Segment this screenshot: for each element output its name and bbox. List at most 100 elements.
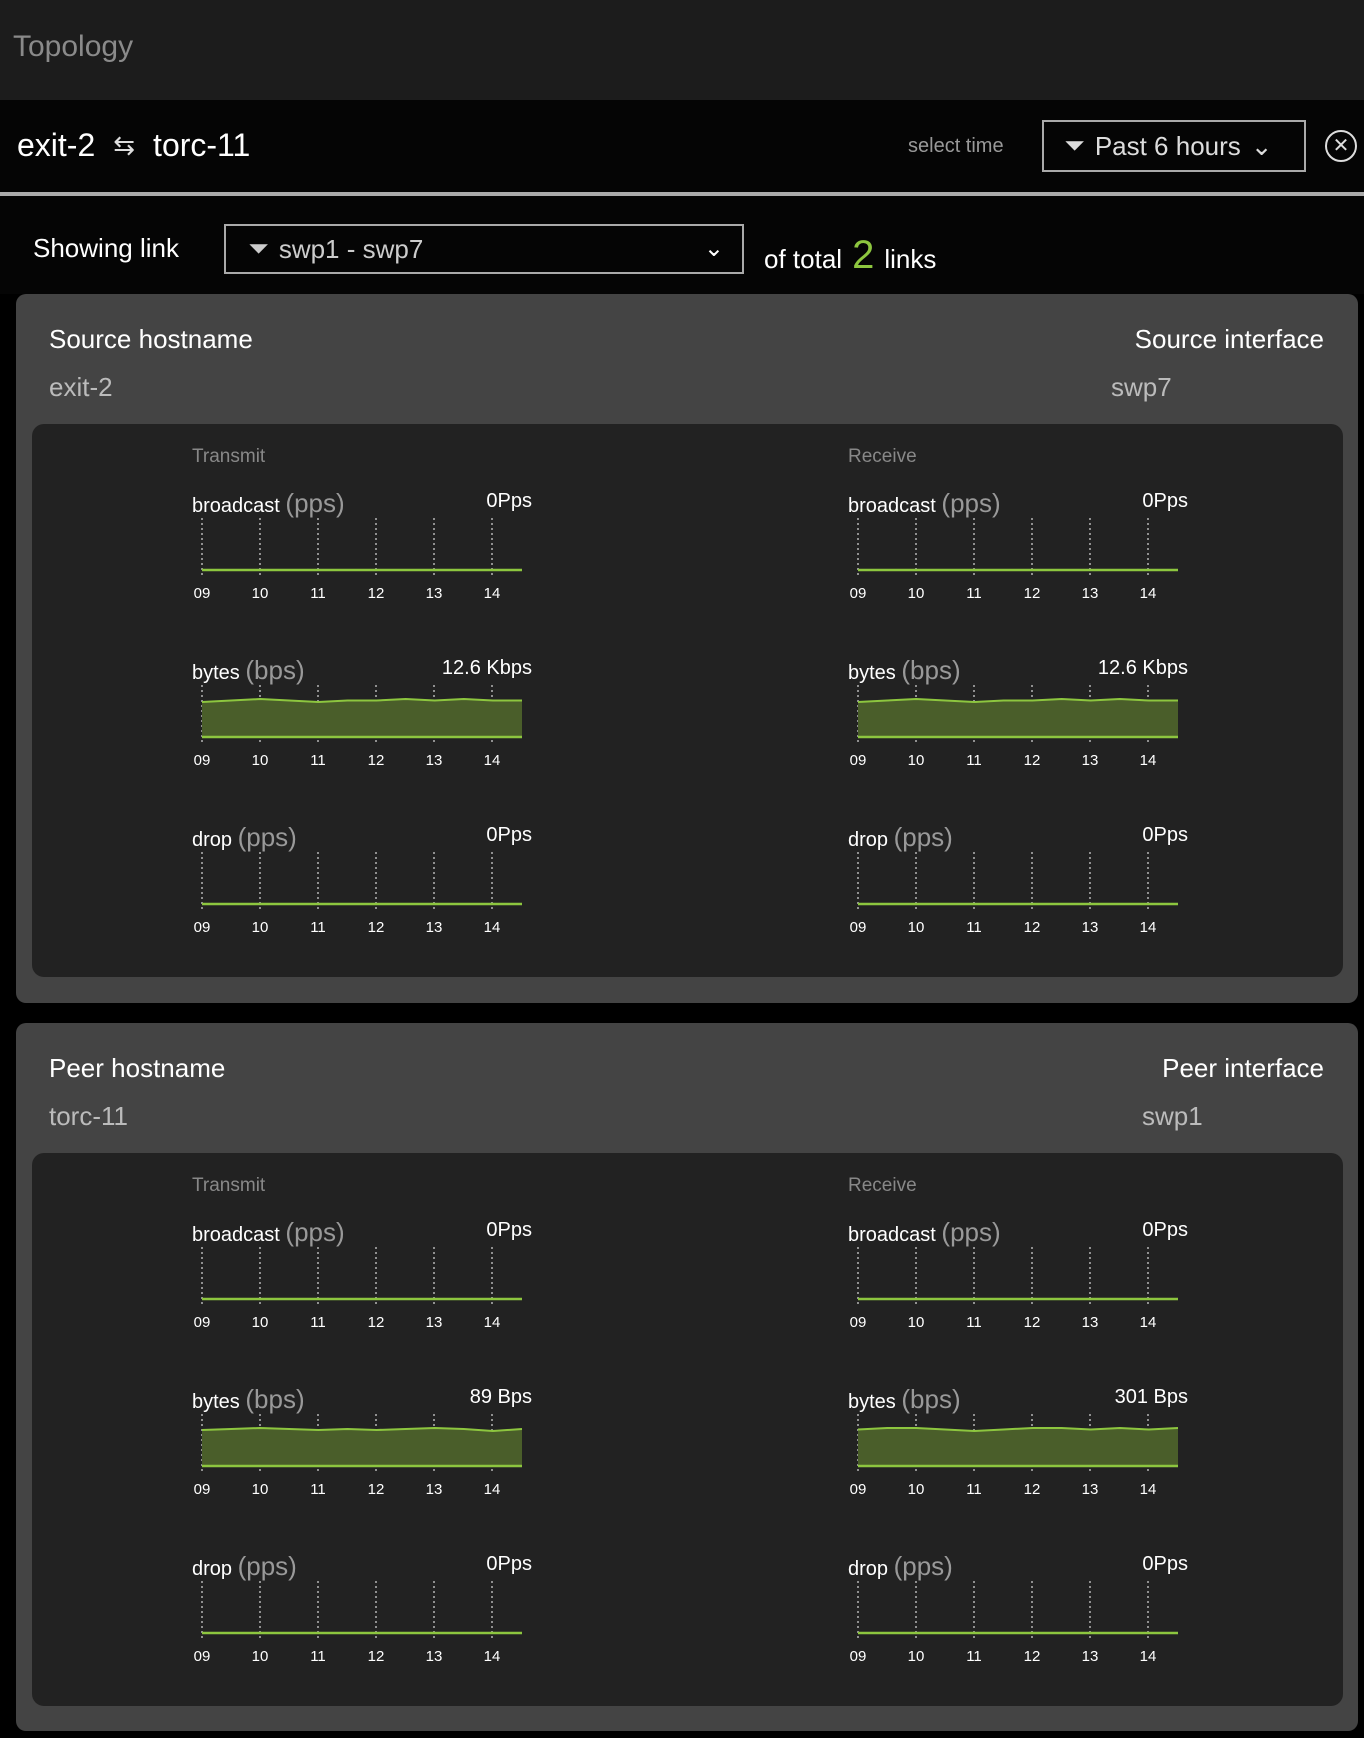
metric-unit: (bps): [245, 655, 305, 685]
x-tick-label: 11: [966, 1648, 982, 1665]
x-tick-label: 10: [252, 1481, 269, 1498]
x-tick-label: 13: [426, 1648, 443, 1665]
metrics-panel: Transmit broadcast (pps) 0Pps 09 10 11 12 13 14 b…: [32, 1153, 1343, 1706]
swap-arrows-icon: ⇆: [113, 130, 136, 160]
area-fill: [858, 1428, 1178, 1466]
metric-label: drop: [848, 829, 889, 851]
x-tick-label: 14: [484, 1314, 501, 1331]
metric-value: 0Pps: [1142, 1553, 1188, 1575]
metric-unit: (bps): [901, 1384, 961, 1414]
x-tick-label: 13: [1082, 1648, 1099, 1665]
series-line: [201, 1426, 523, 1433]
metric-value: 89 Bps: [469, 1386, 532, 1408]
metric-broadcast: broadcast (pps) 0Pps 09 10 11 12 13 14: [848, 488, 1188, 628]
metric-unit: (pps): [941, 1217, 1001, 1247]
x-tick-label: 10: [908, 1481, 925, 1498]
hostname-value: torc-11: [49, 1101, 128, 1131]
x-tick-label: 09: [194, 919, 211, 936]
hostname-label: Peer hostname: [49, 1053, 226, 1083]
x-tick-label: 11: [310, 585, 326, 602]
metric-name: broadcast (pps): [192, 488, 345, 519]
filter-icon: ⏷: [1064, 130, 1085, 160]
x-tick-label: 13: [1082, 1481, 1099, 1498]
x-tick-label: 09: [194, 1481, 211, 1498]
metric-name: drop (pps): [192, 822, 297, 853]
metric-value: 0Pps: [486, 1553, 532, 1575]
metric-unit: (pps): [237, 1551, 297, 1581]
close-button[interactable]: ✕: [1325, 130, 1357, 162]
links-label: links: [884, 244, 937, 274]
hostname-label: Source hostname: [49, 324, 253, 354]
metric-bytes: bytes (bps) 89 Bps 09 10 11 12 13 14: [192, 1384, 532, 1524]
area-fill: [202, 699, 522, 737]
x-tick-label: 14: [1140, 585, 1157, 602]
metric-label: bytes: [192, 1391, 240, 1413]
app-title: Topology: [13, 30, 134, 63]
x-tick-label: 14: [484, 1648, 501, 1665]
metric-chart: 09 10 11 12 13 14: [194, 1247, 522, 1331]
receive-column: Receive broadcast (pps) 0Pps 09 10 11 12 13 14 by…: [848, 1153, 1188, 1706]
x-tick-label: 13: [1082, 585, 1099, 602]
metric-value: 0Pps: [1142, 490, 1188, 512]
metric-label: broadcast: [848, 1224, 936, 1246]
x-tick-label: 14: [1140, 752, 1157, 769]
metric-unit: (pps): [893, 822, 953, 852]
x-tick-label: 12: [368, 919, 385, 936]
x-tick-label: 13: [426, 585, 443, 602]
receive-column: Receive broadcast (pps) 0Pps 09 10 11 12 13 14 by…: [848, 424, 1188, 977]
x-tick-label: 09: [850, 752, 867, 769]
interface-value: swp1: [1142, 1101, 1203, 1131]
metric-name: bytes (bps): [192, 655, 305, 686]
x-tick-label: 10: [252, 752, 269, 769]
x-tick-label: 14: [484, 919, 501, 936]
metric-bytes: bytes (bps) 12.6 Kbps 09 10 11 12 13 14: [192, 655, 532, 795]
metric-name: bytes (bps): [192, 1384, 305, 1415]
metric-label: drop: [192, 829, 233, 851]
x-tick-label: 10: [252, 919, 269, 936]
x-tick-label: 14: [1140, 919, 1157, 936]
x-tick-label: 12: [1024, 1648, 1041, 1665]
x-tick-label: 13: [426, 1314, 443, 1331]
divider: [0, 192, 1364, 196]
metric-unit: (pps): [941, 488, 1001, 518]
x-tick-label: 09: [850, 585, 867, 602]
metric-unit: (bps): [901, 655, 961, 685]
x-tick-label: 12: [1024, 585, 1041, 602]
x-tick-label: 11: [966, 585, 982, 602]
x-tick-label: 14: [484, 752, 501, 769]
metric-drop: drop (pps) 0Pps 09 10 11 12 13 14: [192, 822, 532, 962]
metric-value: 0Pps: [1142, 824, 1188, 846]
app-header: Topology: [0, 0, 1364, 100]
metric-value: 12.6 Kbps: [1097, 657, 1188, 679]
filter-icon: ⏷: [248, 233, 269, 263]
metric-value: 0Pps: [486, 824, 532, 846]
metric-unit: (bps): [245, 1384, 305, 1414]
metric-broadcast: broadcast (pps) 0Pps 09 10 11 12 13 14: [192, 1217, 532, 1357]
x-tick-label: 11: [310, 1648, 326, 1665]
source-card: Source hostname exit-2 Source interface swp…: [16, 294, 1358, 1003]
metric-unit: (pps): [285, 1217, 345, 1247]
column-title: Transmit: [192, 446, 266, 467]
metric-chart: 09 10 11 12 13 14: [194, 1581, 522, 1665]
x-tick-label: 13: [426, 919, 443, 936]
metric-name: broadcast (pps): [848, 488, 1001, 519]
interface-label: Source interface: [1134, 324, 1324, 354]
link-selector-row: Showing link ⏷ swp1 - swp7 ⌄ of total 2 …: [0, 196, 1364, 294]
area-fill: [858, 699, 1178, 737]
metric-label: broadcast: [192, 1224, 280, 1246]
link-title: exit-2 ⇆ torc-11: [17, 127, 250, 164]
x-tick-label: 09: [850, 1481, 867, 1498]
total-links-count: 2: [852, 233, 875, 277]
series-line: [857, 1426, 1179, 1433]
x-tick-label: 12: [1024, 1481, 1041, 1498]
peer-host: torc-11: [153, 127, 251, 163]
link-select[interactable]: ⏷ swp1 - swp7 ⌄: [224, 224, 744, 274]
showing-link-label: Showing link: [33, 233, 179, 263]
x-tick-label: 09: [850, 919, 867, 936]
time-range-select[interactable]: ⏷ Past 6 hours ⌄: [1042, 120, 1306, 172]
metric-value: 0Pps: [486, 1219, 532, 1241]
metric-value: 0Pps: [1142, 1219, 1188, 1241]
metric-name: broadcast (pps): [192, 1217, 345, 1248]
x-tick-label: 12: [368, 1314, 385, 1331]
metric-chart: 09 10 11 12 13 14: [850, 1247, 1178, 1331]
